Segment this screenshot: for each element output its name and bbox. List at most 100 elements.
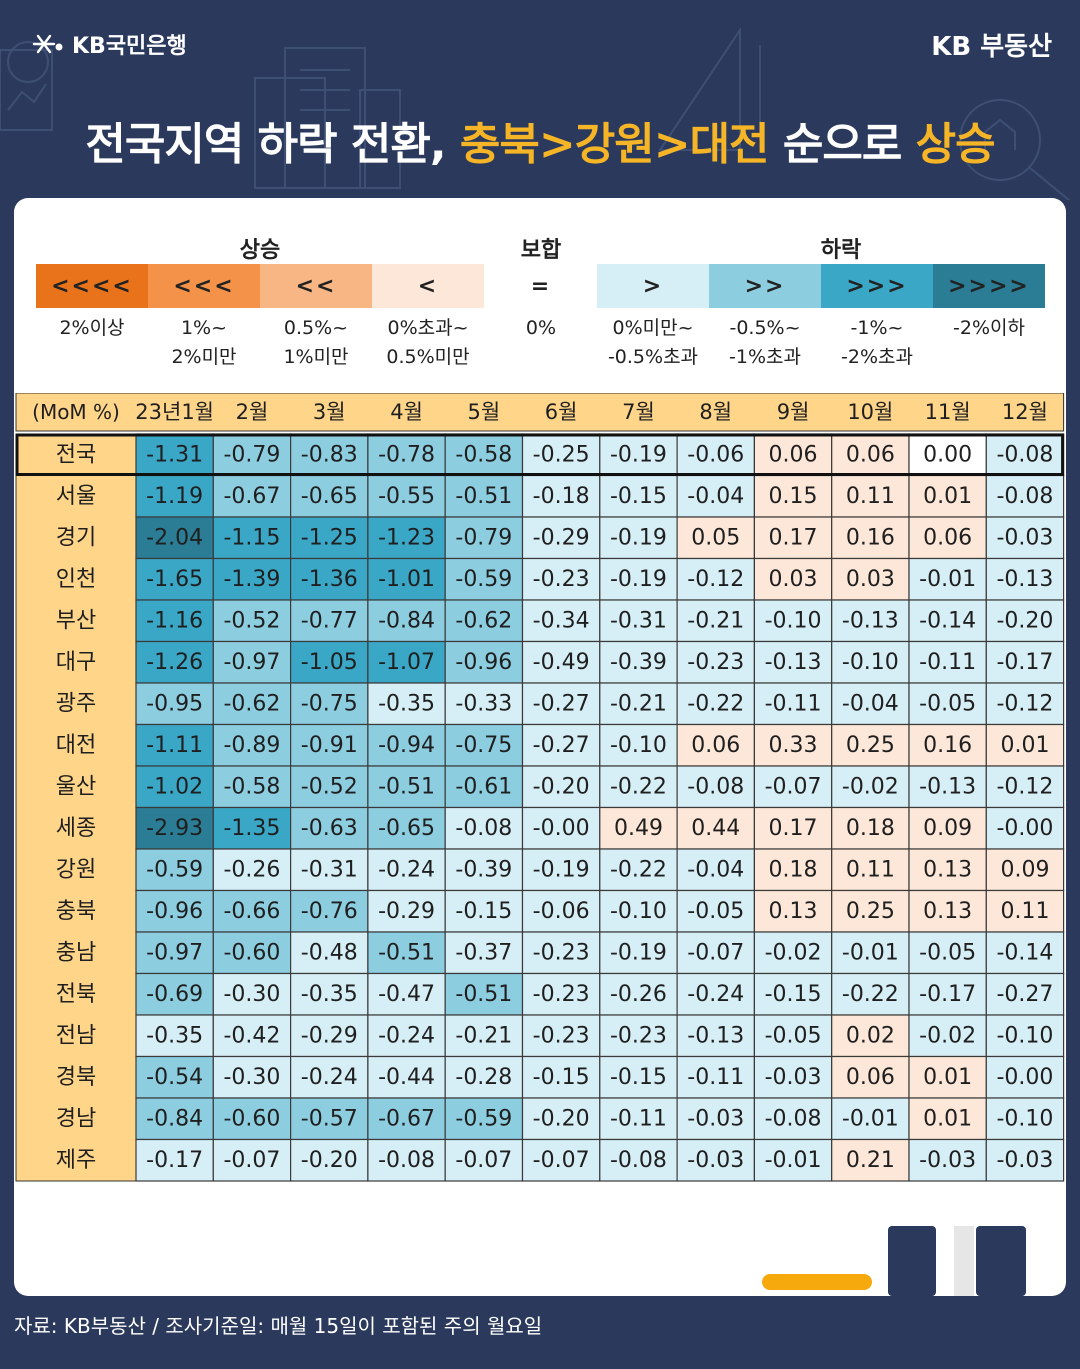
- heatmap-cell: [290, 1055, 369, 1099]
- cell-value: -0.04: [687, 857, 744, 882]
- star-logo-icon: [32, 34, 63, 54]
- legend-description-line: 1%미만: [283, 346, 349, 368]
- cell-value: -1.25: [301, 525, 358, 550]
- legend-swatch: =: [485, 264, 597, 308]
- legend-swatch: <<<: [148, 264, 260, 308]
- legend-description: 0%초과~ 0.5%미만: [372, 314, 484, 372]
- heatmap-cell: [676, 682, 755, 726]
- heatmap-cell: [367, 931, 446, 975]
- cell-value: 0.18: [769, 857, 818, 882]
- legend-description: 0%: [485, 314, 597, 343]
- heatmap-cell: [212, 1138, 292, 1182]
- legend-swatch: >>>: [821, 264, 933, 308]
- cell-value: -0.65: [301, 484, 358, 509]
- cell-value: -0.01: [842, 940, 899, 965]
- cell-value: -0.22: [610, 774, 667, 799]
- cell-value: -0.29: [301, 1023, 358, 1048]
- heatmap-cell: [985, 640, 1065, 684]
- heatmap-cell: [135, 1055, 214, 1099]
- heatmap-cell: [521, 474, 601, 518]
- cell-value: 0.01: [923, 484, 972, 509]
- cell-value: -0.58: [223, 774, 280, 799]
- legend-swatch: <: [372, 264, 484, 308]
- cell-value: -0.23: [610, 1023, 667, 1048]
- heatmap-cell: [908, 682, 987, 726]
- legend-swatch: >: [597, 264, 709, 308]
- cell-value: -0.10: [996, 1106, 1053, 1131]
- cell-value: 0.06: [769, 442, 818, 467]
- cell-value: 0.06: [691, 733, 740, 758]
- heatmap-cell: [521, 682, 601, 726]
- heatmap-cell: [676, 557, 755, 601]
- heatmap-cell: [444, 889, 524, 933]
- legend-description-line: 1%~: [180, 317, 228, 339]
- heatmap-cell: [367, 806, 446, 850]
- cell-value: -0.03: [687, 1106, 744, 1131]
- legend-description-line: -2%초과: [841, 346, 913, 368]
- cell-value: -0.00: [996, 1065, 1053, 1090]
- corner-label: (MoM %): [32, 400, 120, 424]
- row-label: 경남: [56, 1106, 96, 1131]
- row-label: 부산: [56, 608, 96, 633]
- cell-value: -0.96: [455, 650, 512, 675]
- heatmap-cell: [985, 1055, 1065, 1099]
- heatmap-cell: [831, 1097, 910, 1141]
- cell-value: -0.27: [533, 691, 590, 716]
- row-label: 경기: [56, 525, 96, 550]
- heatmap-cell: [212, 848, 292, 892]
- heatmap-cell: [212, 1014, 292, 1058]
- cell-value: -0.65: [378, 816, 435, 841]
- cell-value: -0.60: [223, 940, 280, 965]
- cell-value: -0.21: [455, 1023, 512, 1048]
- heatmap-cell: [676, 516, 755, 560]
- heatmap-cell: [831, 682, 910, 726]
- cell-value: -0.75: [301, 691, 358, 716]
- cell-value: -0.21: [687, 608, 744, 633]
- cell-value: -0.03: [996, 1148, 1053, 1173]
- heatmap-cell: [367, 972, 446, 1016]
- heatmap-cell: [676, 1138, 755, 1182]
- heatmap-cell: [599, 1055, 678, 1099]
- heatmap-cell: [444, 557, 524, 601]
- cell-value: -0.26: [610, 982, 667, 1007]
- heatmap-cell: [212, 599, 292, 643]
- heatmap-cell: [599, 557, 678, 601]
- cell-value: -0.31: [301, 857, 358, 882]
- bank-name: KB국민은행: [72, 34, 187, 59]
- legend-group-flat: 보합: [520, 238, 562, 263]
- heatmap-cell: [290, 765, 369, 809]
- column-header: 8월: [699, 400, 732, 424]
- heatmap-cell: [444, 599, 524, 643]
- cell-value: -0.07: [223, 1148, 280, 1173]
- legend-description-line: 0%미만~: [612, 317, 694, 339]
- heatmap-cell: [135, 640, 214, 684]
- heatmap-cell: [908, 1138, 987, 1182]
- cell-value: -0.23: [533, 567, 590, 592]
- heatmap-cell: [135, 806, 214, 850]
- heatmap-cell: [599, 516, 678, 560]
- cell-value: -0.60: [223, 1106, 280, 1131]
- cell-value: -0.19: [610, 442, 667, 467]
- cell-value: -0.95: [146, 691, 203, 716]
- cell-value: -0.10: [610, 899, 667, 924]
- cell-value: -0.77: [301, 608, 358, 633]
- cell-value: -0.19: [610, 567, 667, 592]
- heatmap-cell: [831, 806, 910, 850]
- content-panel: 상승 보합 하락 <<<< 2%이상 <<< 1%~ 2%미만 << 0.5%~ 1%미만 <0…: [14, 198, 1066, 1296]
- cell-value: -0.05: [919, 691, 976, 716]
- column-header: 9월: [777, 400, 810, 424]
- heatmap-cell: [753, 474, 833, 518]
- cell-value: -0.15: [610, 484, 667, 509]
- cell-value: 0.09: [1000, 857, 1049, 882]
- cell-value: -0.27: [533, 733, 590, 758]
- heatmap-cell: [521, 972, 601, 1016]
- cell-value: -0.14: [996, 940, 1053, 965]
- cell-value: -0.11: [765, 691, 822, 716]
- cell-value: -0.05: [919, 940, 976, 965]
- cell-value: -0.12: [996, 691, 1053, 716]
- heatmap-cell: [135, 765, 214, 809]
- cell-value: -0.37: [455, 940, 512, 965]
- cell-value: 0.01: [923, 1065, 972, 1090]
- heatmap-cell: [290, 806, 369, 850]
- cell-value: -0.39: [455, 857, 512, 882]
